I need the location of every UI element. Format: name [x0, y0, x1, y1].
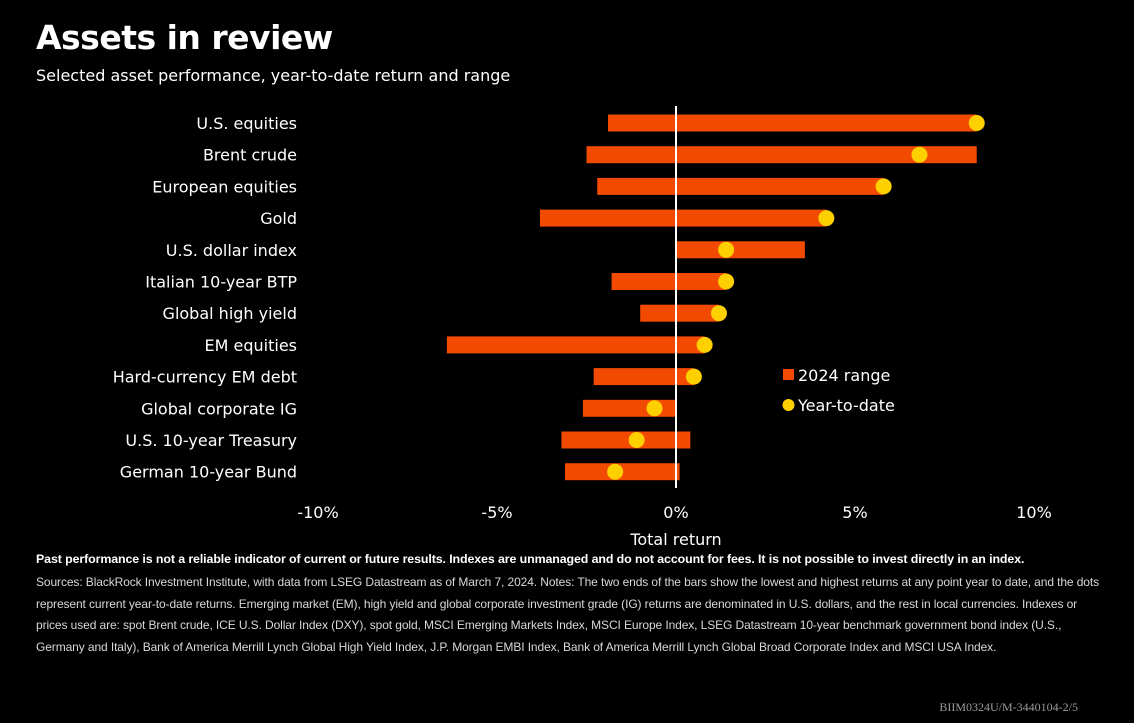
- range-bar: [561, 431, 691, 449]
- x-axis-label: Total return: [629, 530, 721, 549]
- x-tick-label: 10%: [1016, 503, 1052, 522]
- range-bar: [593, 368, 694, 386]
- ytd-dot: [710, 305, 727, 322]
- ytd-dot: [696, 336, 713, 353]
- range-bar: [640, 304, 719, 322]
- x-tick-label: 5%: [842, 503, 867, 522]
- ytd-dot: [968, 115, 985, 131]
- source-notes: Sources: BlackRock Investment Institute,…: [36, 575, 1100, 654]
- category-label: U.S. dollar index: [166, 241, 297, 260]
- x-tick-label: 0%: [663, 503, 688, 522]
- category-label: European equities: [152, 177, 297, 196]
- chart-title: Assets in review: [36, 18, 333, 57]
- document-code: BIIM0324U/M-3440104-2/5: [939, 700, 1078, 714]
- category-label: German 10-year Bund: [120, 463, 297, 482]
- ytd-dot: [875, 178, 892, 195]
- category-label: Brent crude: [203, 146, 297, 165]
- category-label: Gold: [260, 209, 297, 228]
- ytd-dot: [646, 400, 663, 417]
- ytd-dot: [911, 146, 928, 163]
- ytd-dot: [818, 210, 835, 227]
- range-bar: [586, 146, 977, 164]
- category-label: Global corporate IG: [141, 399, 297, 418]
- range-bar: [539, 209, 827, 227]
- category-label: Hard-currency EM debt: [113, 368, 297, 387]
- x-tick-label: -5%: [481, 503, 512, 522]
- ytd-dot: [607, 463, 624, 480]
- x-tick-label: -10%: [297, 503, 338, 522]
- legend-label: Year-to-date: [797, 396, 895, 415]
- ytd-dot: [685, 368, 702, 385]
- chart-subtitle: Selected asset performance, year-to-date…: [36, 66, 511, 85]
- range-chart: U.S. equities Brent crude European equitie…: [113, 106, 1052, 549]
- ytd-dot: [628, 432, 645, 448]
- category-label: EM equities: [205, 336, 297, 355]
- disclaimer-text: Past performance is not a reliable indic…: [36, 552, 1025, 566]
- category-label: U.S. equities: [196, 114, 297, 133]
- ytd-dot: [718, 273, 735, 290]
- ytd-dot: [718, 241, 735, 258]
- legend-swatch-range: [783, 369, 794, 380]
- legend-swatch-ytd: [782, 399, 795, 411]
- category-label: Italian 10-year BTP: [145, 273, 297, 292]
- category-label: U.S. 10-year Treasury: [125, 431, 297, 450]
- range-bar: [446, 336, 705, 354]
- category-label: Global high yield: [163, 304, 297, 323]
- range-bar: [611, 273, 727, 290]
- range-bar: [676, 241, 805, 259]
- legend-label: 2024 range: [798, 366, 890, 385]
- range-bar: [607, 114, 977, 132]
- range-bar: [597, 177, 884, 195]
